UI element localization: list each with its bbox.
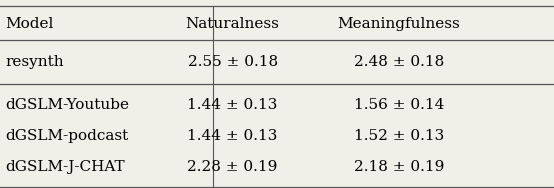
Text: Model: Model	[6, 17, 54, 31]
Text: 1.56 ± 0.14: 1.56 ± 0.14	[353, 98, 444, 112]
Text: Naturalness: Naturalness	[186, 17, 280, 31]
Text: 2.18 ± 0.19: 2.18 ± 0.19	[353, 160, 444, 174]
Text: dGSLM-J-CHAT: dGSLM-J-CHAT	[6, 160, 125, 174]
Text: 2.55 ± 0.18: 2.55 ± 0.18	[188, 55, 278, 69]
Text: 2.28 ± 0.19: 2.28 ± 0.19	[187, 160, 278, 174]
Text: 1.52 ± 0.13: 1.52 ± 0.13	[354, 129, 444, 143]
Text: 1.44 ± 0.13: 1.44 ± 0.13	[187, 98, 278, 112]
Text: dGSLM-Youtube: dGSLM-Youtube	[6, 98, 130, 112]
Text: dGSLM-podcast: dGSLM-podcast	[6, 129, 129, 143]
Text: 1.44 ± 0.13: 1.44 ± 0.13	[187, 129, 278, 143]
Text: resynth: resynth	[6, 55, 64, 69]
Text: 2.48 ± 0.18: 2.48 ± 0.18	[354, 55, 444, 69]
Text: Meaningfulness: Meaningfulness	[337, 17, 460, 31]
